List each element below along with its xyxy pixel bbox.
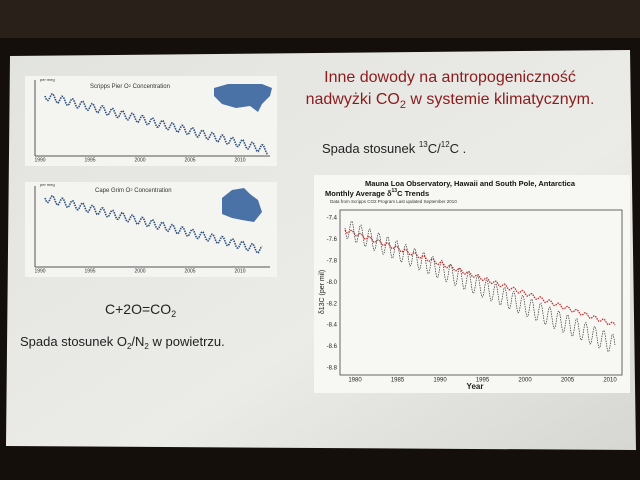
carbon-note: Spada stosunek 13C/12C . [322, 140, 466, 156]
wall [0, 0, 640, 38]
y-tick-label: -7.8 [327, 258, 338, 264]
x-tick-label: 1990 [34, 268, 45, 274]
title: nadwyżki CO2 w systemie klimatycznym. [306, 91, 595, 111]
y-tick-label: -7.4 [327, 216, 338, 222]
unit: per meg [40, 77, 55, 82]
x-tick-label: 1995 [476, 378, 490, 384]
title: Inne dowody na antropogeniczność [324, 69, 576, 86]
y-tick-label: -8.2 [327, 301, 338, 307]
x-tick-label: 2010 [234, 157, 245, 163]
x-tick-label: 1990 [433, 378, 447, 384]
equation: C+2O=CO2 [105, 301, 176, 320]
x-tick-label: 1985 [391, 378, 405, 384]
x-tick-label: 2000 [518, 378, 532, 384]
y-tick-label: -8.6 [327, 344, 338, 350]
y-label: δ13C (per mil) [319, 270, 326, 314]
chart-title: Cape Grim O2 Concentration [95, 187, 172, 194]
y-tick-label: -8.8 [327, 366, 338, 372]
x-tick-label: 1990 [34, 157, 45, 163]
y-tick-label: -8.0 [327, 280, 338, 286]
decorative-curve [44, 195, 263, 254]
x-tick-label: 2005 [561, 378, 575, 384]
x-tick-label: 2000 [134, 157, 145, 163]
decorative-curve [344, 220, 616, 353]
oxygen-note: Spada stosunek O2/N2 w powietrzu. [20, 334, 225, 351]
x-tick-label: 2010 [603, 378, 617, 384]
unit: per meg [40, 182, 55, 187]
source: Data from Scripps CO2 Program Last updat… [330, 199, 457, 204]
x-tick-label: 1995 [84, 157, 95, 163]
chart-title: Scripps Pier O2 Concentration [90, 83, 170, 90]
usa-map [214, 84, 272, 112]
decorative-curve [44, 93, 269, 155]
x-tick-label: 2005 [184, 268, 195, 274]
chart-title: Mauna Loa Observatory, Hawaii and South … [365, 179, 576, 188]
axis-frame [339, 209, 623, 376]
x-tick-label: 2000 [134, 268, 145, 274]
y-tick-label: -7.6 [327, 237, 338, 243]
x-tick-label: 2005 [184, 157, 195, 163]
y-tick-label: -8.4 [327, 323, 338, 329]
x-label: Year [467, 382, 484, 391]
x-tick-label: 1995 [84, 268, 95, 274]
chart3-panel [314, 175, 630, 393]
x-tick-label: 2010 [234, 268, 245, 274]
australia-map [222, 188, 262, 222]
chart-subtitle: Monthly Average δ13C Trends [325, 188, 429, 198]
x-tick-label: 1980 [348, 378, 362, 384]
decorative-curve [344, 229, 616, 326]
